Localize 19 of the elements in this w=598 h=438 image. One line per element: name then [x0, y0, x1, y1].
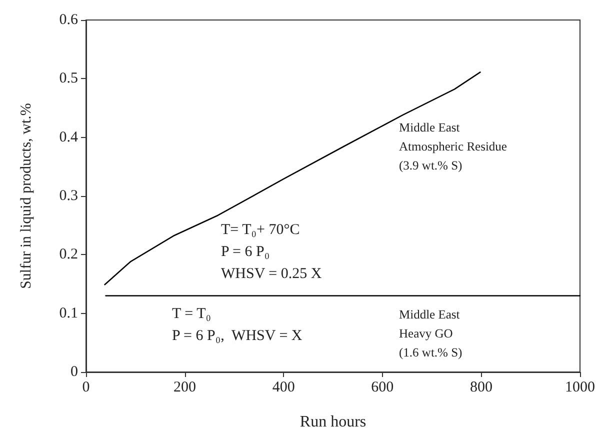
- y-tick-label: 0.4: [59, 129, 78, 146]
- y-tick-label: 0.5: [59, 70, 78, 87]
- annotation: T= T₀+ 70°C P = 6 P₀ WHSV = 0.25 X: [221, 222, 322, 282]
- annotation: Middle East Atmospheric Residue (3.9 wt.% S): [399, 120, 508, 172]
- x-axis-title: Run hours: [300, 414, 366, 430]
- y-tick-label: 0.2: [59, 246, 78, 263]
- x-tick-label: 400: [272, 380, 295, 396]
- x-tick-label: 200: [174, 380, 196, 396]
- x-tick-label: 0: [82, 380, 90, 396]
- y-tick-label: 0.3: [59, 188, 78, 204]
- x-tick-label: 600: [371, 380, 394, 396]
- y-tick-label: 0.6: [59, 12, 78, 28]
- x-tick-label: 1000: [565, 380, 595, 396]
- y-tick-label: 0.1: [59, 305, 78, 322]
- x-tick-label: 800: [470, 380, 492, 396]
- annotation: Middle East Heavy GO (1.6 wt.% S): [399, 308, 462, 360]
- annotation: T = T₀ P = 6 P₀, WHSV = X: [172, 306, 302, 344]
- y-axis-title: Sulfur in liquid products, wt.%: [18, 103, 34, 289]
- y-tick-label: 0: [70, 364, 78, 380]
